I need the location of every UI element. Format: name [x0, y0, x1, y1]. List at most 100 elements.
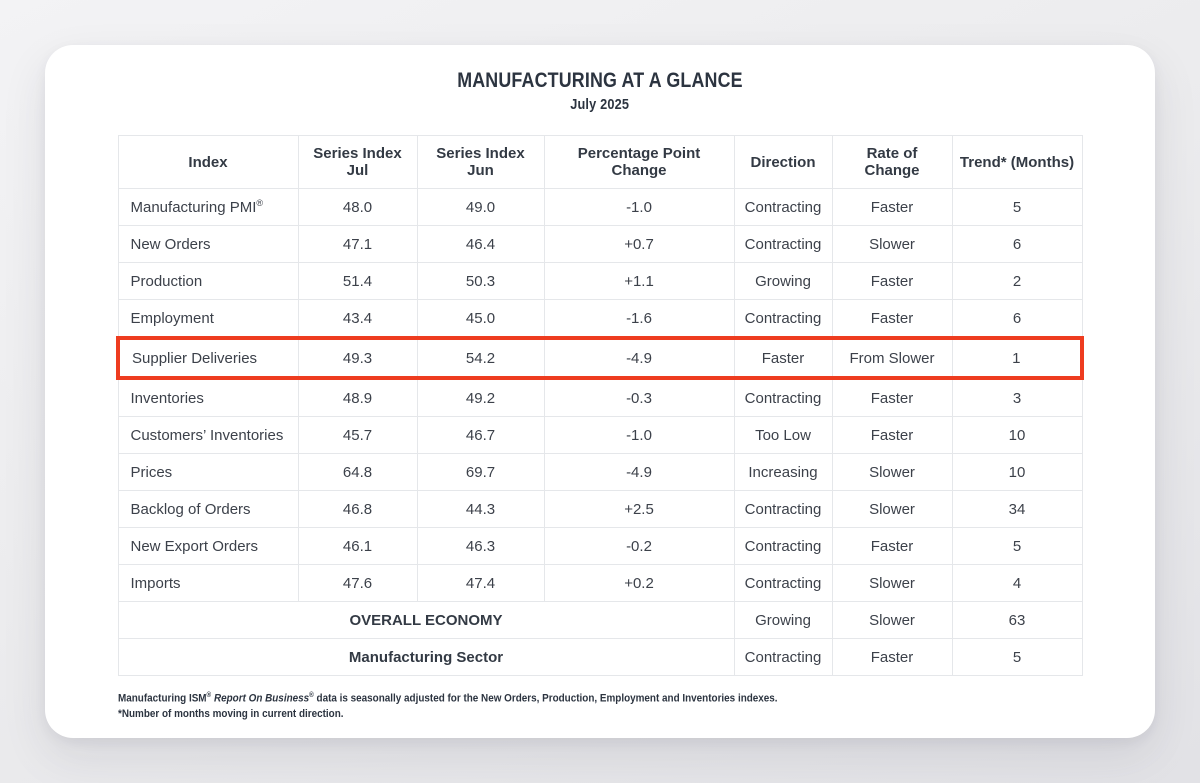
trend-cell: 10	[951, 416, 1083, 454]
table-row: Backlog of Orders 46.8 44.3 +2.5 Contracting…	[117, 490, 1083, 528]
rate-cell: Faster	[831, 638, 953, 676]
trend-cell: 6	[951, 225, 1083, 263]
rate-cell: Faster	[831, 188, 953, 226]
footnotes: Manufacturing ISM® Report On Business® d…	[118, 691, 1082, 721]
value-jun-cell: 69.7	[416, 453, 545, 491]
change-cell: -1.0	[543, 416, 735, 454]
change-cell: +2.5	[543, 490, 735, 528]
value-jul-cell: 47.1	[297, 225, 418, 263]
summary-row: Manufacturing Sector Contracting Faster 5	[117, 638, 1083, 676]
value-jun-cell: 49.2	[416, 377, 545, 417]
value-jun-cell: 49.0	[416, 188, 545, 226]
trend-cell: 63	[951, 601, 1083, 639]
direction-cell: Increasing	[733, 453, 833, 491]
direction-cell: Contracting	[733, 377, 833, 417]
table-row: Manufacturing PMI® 48.0 49.0 -1.0 Contractin…	[117, 188, 1083, 226]
value-jun-cell: 46.7	[416, 416, 545, 454]
page-title: MANUFACTURING AT A GLANCE	[45, 69, 1155, 93]
value-jun-cell: 46.3	[416, 527, 545, 565]
value-jul-cell: 48.9	[297, 377, 418, 417]
page-subtitle-text: July 2025	[570, 96, 630, 113]
table-row-highlighted: Supplier Deliveries 49.3 54.2 -4.9 Faster Fro…	[116, 336, 1084, 380]
table-row: Employment 43.4 45.0 -1.6 Contracting Faster 6	[117, 299, 1083, 339]
page-subtitle: July 2025	[45, 96, 1155, 113]
rate-cell: Slower	[831, 490, 953, 528]
value-jun-cell: 47.4	[416, 564, 545, 602]
rate-cell: From Slower	[831, 336, 953, 380]
rate-cell: Slower	[831, 564, 953, 602]
direction-cell: Contracting	[733, 188, 833, 226]
table-body: Manufacturing PMI® 48.0 49.0 -1.0 Contractin…	[116, 188, 1084, 676]
summary-label-cell: OVERALL ECONOMY	[117, 601, 735, 639]
index-name-cell: Imports	[117, 564, 299, 602]
column-header: Index	[117, 135, 299, 189]
value-jul-cell: 49.3	[297, 336, 418, 380]
rate-cell: Faster	[831, 377, 953, 417]
rate-cell: Faster	[831, 299, 953, 339]
trend-cell: 3	[951, 377, 1083, 417]
direction-cell: Faster	[733, 336, 833, 380]
report-card: MANUFACTURING AT A GLANCE July 2025 Inde…	[45, 45, 1155, 738]
trend-cell: 4	[951, 564, 1083, 602]
direction-cell: Contracting	[733, 638, 833, 676]
value-jul-cell: 45.7	[297, 416, 418, 454]
value-jul-cell: 46.1	[297, 527, 418, 565]
table-row: Imports 47.6 47.4 +0.2 Contracting Slower 4	[117, 564, 1083, 602]
table-header-row: Index Series Index Jul Series Index Jun Per…	[117, 135, 1083, 189]
table-row: New Export Orders 46.1 46.3 -0.2 Contracting…	[117, 527, 1083, 565]
trend-cell: 10	[951, 453, 1083, 491]
rate-cell: Slower	[831, 453, 953, 491]
rate-cell: Slower	[831, 225, 953, 263]
index-name-cell: New Orders	[117, 225, 299, 263]
value-jul-cell: 64.8	[297, 453, 418, 491]
change-cell: +0.7	[543, 225, 735, 263]
column-header: Percentage Point Change	[543, 135, 735, 189]
value-jul-cell: 43.4	[297, 299, 418, 339]
table-row: New Orders 47.1 46.4 +0.7 Contracting Slower 6	[117, 225, 1083, 263]
trend-cell: 5	[951, 188, 1083, 226]
column-header: Trend* (Months)	[951, 135, 1083, 189]
change-cell: -4.9	[543, 336, 735, 380]
direction-cell: Growing	[733, 262, 833, 300]
value-jun-cell: 54.2	[416, 336, 545, 380]
index-name-cell: Manufacturing PMI®	[117, 188, 299, 226]
column-header: Direction	[733, 135, 833, 189]
change-cell: +1.1	[543, 262, 735, 300]
trend-cell: 6	[951, 299, 1083, 339]
table-row: Customers’ Inventories 45.7 46.7 -1.0 Too Lo…	[117, 416, 1083, 454]
index-name-cell: Backlog of Orders	[117, 490, 299, 528]
trend-cell: 2	[951, 262, 1083, 300]
direction-cell: Contracting	[733, 564, 833, 602]
rate-cell: Faster	[831, 262, 953, 300]
index-name-cell: Production	[117, 262, 299, 300]
index-name-cell: New Export Orders	[117, 527, 299, 565]
index-name-cell: Prices	[117, 453, 299, 491]
trend-cell: 1	[951, 336, 1084, 380]
value-jun-cell: 50.3	[416, 262, 545, 300]
direction-cell: Contracting	[733, 225, 833, 263]
index-name-cell: Employment	[117, 299, 299, 339]
trend-cell: 34	[951, 490, 1083, 528]
value-jul-cell: 47.6	[297, 564, 418, 602]
index-name-cell: Supplier Deliveries	[116, 336, 299, 380]
index-name-cell: Inventories	[117, 377, 299, 417]
change-cell: -4.9	[543, 453, 735, 491]
change-cell: -1.6	[543, 299, 735, 339]
direction-cell: Too Low	[733, 416, 833, 454]
value-jun-cell: 44.3	[416, 490, 545, 528]
rate-cell: Slower	[831, 601, 953, 639]
value-jul-cell: 51.4	[297, 262, 418, 300]
direction-cell: Contracting	[733, 490, 833, 528]
direction-cell: Growing	[733, 601, 833, 639]
direction-cell: Contracting	[733, 299, 833, 339]
index-name-cell: Customers’ Inventories	[117, 416, 299, 454]
summary-label-cell: Manufacturing Sector	[117, 638, 735, 676]
title-block: MANUFACTURING AT A GLANCE July 2025	[45, 69, 1155, 113]
table-row: Prices 64.8 69.7 -4.9 Increasing Slower 10	[117, 453, 1083, 491]
value-jun-cell: 45.0	[416, 299, 545, 339]
rate-cell: Faster	[831, 527, 953, 565]
table-row: Inventories 48.9 49.2 -0.3 Contracting Faster…	[117, 377, 1083, 417]
footnote-line-2: *Number of months moving in current dire…	[118, 707, 344, 720]
manufacturing-glance-table: Index Series Index Jul Series Index Jun Per…	[116, 135, 1084, 676]
change-cell: -0.3	[543, 377, 735, 417]
